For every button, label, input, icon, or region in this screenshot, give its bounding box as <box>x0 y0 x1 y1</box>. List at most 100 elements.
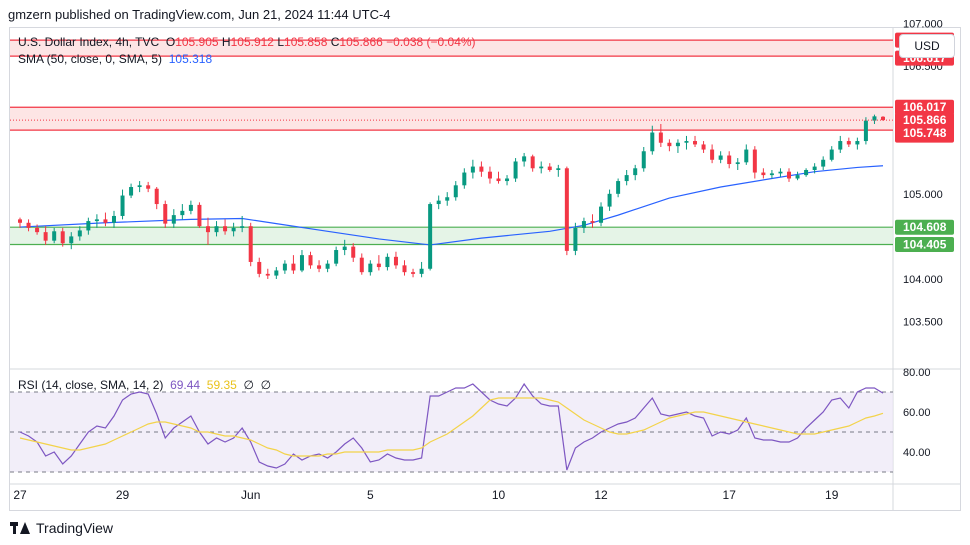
candle <box>214 221 219 237</box>
candle-body <box>829 149 834 160</box>
candle-body <box>86 221 91 231</box>
candle <box>368 260 373 276</box>
candle <box>137 181 142 193</box>
rsi-line <box>19 382 884 471</box>
candle-body <box>624 175 629 182</box>
candle <box>334 246 339 267</box>
candle-body <box>445 197 450 201</box>
rsi-legend: RSI (14, close, SMA, 14, 2) 69.44 59.35 … <box>18 378 271 392</box>
candle-body <box>257 261 262 274</box>
candle <box>727 151 732 169</box>
time-tick-label: 17 <box>723 488 737 502</box>
candle <box>94 214 99 228</box>
candle <box>188 200 193 215</box>
legend-high: 105.912 <box>230 35 274 49</box>
candle-body <box>795 175 800 179</box>
candle <box>35 224 40 235</box>
candle-body <box>188 204 193 211</box>
candle <box>248 222 253 267</box>
candle <box>684 135 689 150</box>
candle <box>795 171 800 181</box>
sma-legend: SMA (50, close, 0, SMA, 5) 105.318 <box>18 52 212 66</box>
time-tick-label: 29 <box>116 488 130 502</box>
candle-body <box>308 255 313 266</box>
candle <box>69 232 74 250</box>
rsi-tick-label: 80.00 <box>903 367 931 379</box>
candle <box>846 137 851 147</box>
candle-body <box>453 185 458 198</box>
candle-body <box>274 270 279 276</box>
candle-body <box>359 257 364 273</box>
candle <box>633 164 638 181</box>
candle-body <box>137 185 142 188</box>
candle <box>77 226 82 241</box>
candle-body <box>26 222 31 228</box>
footer-brand[interactable]: TradingView <box>10 519 113 537</box>
rsi-legend-value: 69.44 <box>170 378 201 392</box>
zone-resistance-lower <box>10 107 893 131</box>
time-tick-label: 12 <box>594 488 608 502</box>
candle-body <box>650 132 655 152</box>
candle-body <box>581 221 586 228</box>
candle-body <box>393 256 398 266</box>
candle <box>744 144 749 165</box>
candle <box>342 239 347 256</box>
candle-body <box>419 268 424 274</box>
candle-body <box>205 226 210 233</box>
time-tick-label: 19 <box>825 488 839 502</box>
candle <box>385 253 390 271</box>
candle <box>769 169 774 179</box>
candle <box>462 168 467 189</box>
candle-body <box>564 168 569 251</box>
chart-frame <box>9 27 961 511</box>
candle <box>129 183 134 199</box>
price-legend: U.S. Dollar Index, 4h, TVC O105.905 H105… <box>18 35 476 49</box>
candle <box>812 163 817 174</box>
price-label: 105.748 <box>895 125 954 141</box>
candle-body <box>761 172 766 176</box>
price-tick-label: 107.000 <box>903 19 943 31</box>
candle-body <box>821 159 826 167</box>
price-label-bg <box>895 125 954 141</box>
candle <box>154 187 159 210</box>
rsi-tick-label: 40.00 <box>903 447 931 459</box>
legend-change: −0.038 (−0.04%) <box>386 35 476 49</box>
candle-body <box>368 263 373 273</box>
candle-body <box>77 230 82 237</box>
candle-body <box>334 250 339 264</box>
candle-body <box>684 141 689 143</box>
candle <box>530 154 535 172</box>
candle-body <box>60 231 65 244</box>
candle-body <box>599 206 604 223</box>
currency-button[interactable]: USD <box>899 34 955 58</box>
candle-body <box>248 226 253 262</box>
candle <box>581 217 586 233</box>
candle <box>240 215 245 233</box>
candle-body <box>402 265 407 273</box>
candle-body <box>197 204 202 227</box>
candle <box>26 219 31 232</box>
legend-low-label: L <box>277 35 285 49</box>
candle-body <box>171 215 176 224</box>
candle <box>487 166 492 184</box>
price-label-bg <box>895 219 954 235</box>
candle-body <box>735 162 740 165</box>
candle-body <box>103 219 108 223</box>
candle-body <box>522 156 527 162</box>
candle <box>778 168 783 177</box>
candle-body <box>69 236 74 244</box>
price-label: 106.017 <box>895 99 954 115</box>
rsi-legend-extra1: ∅ <box>243 378 254 392</box>
candle-body <box>812 166 817 170</box>
candle-body <box>573 227 578 251</box>
footer-brand-text: TradingView <box>36 520 114 536</box>
legend-open-label: O <box>165 35 176 49</box>
candle <box>539 161 544 174</box>
candle <box>282 260 287 274</box>
candle <box>351 243 356 262</box>
legend-low: 105.858 <box>284 35 328 49</box>
candle <box>641 146 646 172</box>
legend-close-label: C <box>330 35 340 49</box>
publisher-bar: gmzern published on TradingView.com, Jun… <box>0 0 970 28</box>
